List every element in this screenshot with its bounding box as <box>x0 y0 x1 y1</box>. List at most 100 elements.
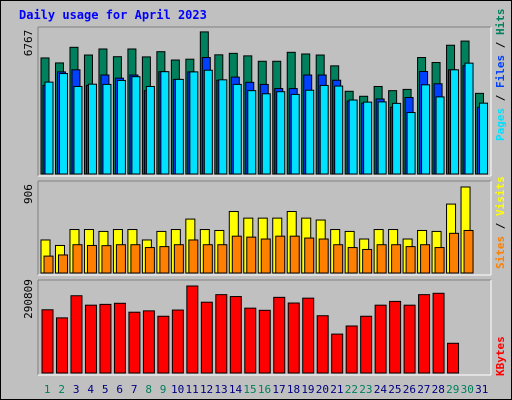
day-label-28: 28 <box>432 383 445 396</box>
bar-sites-day-6 <box>115 244 126 274</box>
legend-item-hits: Hits <box>494 9 507 36</box>
bar-pages-day-26 <box>406 112 416 175</box>
day-label-25: 25 <box>388 383 401 396</box>
bar-sites-day-5 <box>101 245 112 274</box>
bar-sites-day-21 <box>333 244 344 274</box>
legend-separator: / <box>494 88 507 108</box>
bar-kbytes-day-14 <box>229 296 242 374</box>
bar-pages-day-5 <box>102 83 112 175</box>
bar-sites-day-23 <box>362 248 373 274</box>
bar-kbytes-day-23 <box>360 315 373 374</box>
legend-item-files: Files <box>494 55 507 88</box>
legend-kbytes: KBytes <box>494 336 507 376</box>
day-label-1: 1 <box>44 383 51 396</box>
legend-item-visits: Visits <box>494 176 507 216</box>
bar-pages-day-6 <box>116 79 126 175</box>
bar-pages-day-25 <box>392 102 402 175</box>
bar-kbytes-day-28 <box>432 292 445 374</box>
day-label-19: 19 <box>301 383 314 396</box>
bar-sites-day-20 <box>318 238 329 274</box>
day-label-14: 14 <box>229 383 243 396</box>
bar-sites-day-16 <box>260 238 271 274</box>
bar-pages-day-13 <box>218 79 228 175</box>
bar-sites-day-30 <box>463 229 474 274</box>
day-label-4: 4 <box>87 383 94 396</box>
day-label-15: 15 <box>243 383 256 396</box>
bar-sites-day-9 <box>159 246 170 274</box>
legend-item-pages: Pages <box>494 108 507 141</box>
day-label-5: 5 <box>102 383 109 396</box>
bar-sites-day-26 <box>405 246 416 274</box>
day-label-2: 2 <box>58 383 65 396</box>
day-label-6: 6 <box>116 383 123 396</box>
bar-pages-day-28 <box>435 96 445 175</box>
bar-sites-day-3 <box>72 244 83 274</box>
day-label-12: 12 <box>200 383 213 396</box>
legend-hits-files-pages: Pages / Files / Hits <box>494 9 507 142</box>
max-label-hits: 6767 <box>22 30 35 57</box>
bar-pages-day-10 <box>174 78 184 175</box>
legend-text: Sites / Visits <box>494 176 507 269</box>
bar-kbytes-day-24 <box>374 304 387 374</box>
bar-sites-day-15 <box>246 236 257 274</box>
legend-visits-sites: Sites / Visits <box>494 176 507 269</box>
bar-pages-day-9 <box>160 71 170 175</box>
day-label-9: 9 <box>160 383 167 396</box>
bar-kbytes-day-25 <box>389 300 402 374</box>
bar-pages-day-1 <box>44 81 54 175</box>
bar-kbytes-day-27 <box>418 294 431 374</box>
bar-pages-day-27 <box>421 84 431 175</box>
day-label-20: 20 <box>316 383 329 396</box>
bar-sites-day-22 <box>347 247 358 274</box>
bar-kbytes-day-21 <box>331 333 344 374</box>
bar-sites-day-10 <box>173 244 184 274</box>
day-label-18: 18 <box>287 383 300 396</box>
bar-pages-day-18 <box>290 93 300 175</box>
bar-sites-day-27 <box>420 244 431 274</box>
bar-pages-day-22 <box>348 99 358 175</box>
bar-sites-day-29 <box>449 232 460 274</box>
bar-pages-day-8 <box>145 85 155 175</box>
bar-sites-day-11 <box>188 239 199 274</box>
bar-kbytes-day-1 <box>41 309 54 374</box>
bar-kbytes-day-2 <box>55 317 68 374</box>
bar-pages-day-11 <box>189 71 199 175</box>
bar-sites-day-13 <box>217 244 228 274</box>
bar-sites-day-19 <box>304 237 315 274</box>
bar-kbytes-day-13 <box>215 294 228 374</box>
max-label-kbytes: 290809 <box>22 279 35 319</box>
bar-pages-day-23 <box>363 101 373 175</box>
bar-kbytes-day-22 <box>345 325 358 374</box>
bar-kbytes-day-16 <box>258 309 271 374</box>
bar-sites-day-8 <box>144 247 155 274</box>
bar-sites-day-18 <box>289 235 300 274</box>
day-label-10: 10 <box>171 383 184 396</box>
bar-sites-day-4 <box>86 244 97 274</box>
bar-kbytes-day-17 <box>273 296 286 374</box>
legend-separator: / <box>494 35 507 55</box>
bar-kbytes-day-3 <box>70 295 83 374</box>
day-axis: 1 2 3 4 5 6 7 8 9 10 11 12 13 14 15 16 17 18 19 20 21 22 23 24 2… <box>44 383 488 396</box>
bar-pages-day-15 <box>247 90 257 175</box>
legend-item-kbytes: KBytes <box>494 336 507 376</box>
legend-text: KBytes <box>494 336 507 376</box>
day-label-26: 26 <box>403 383 416 396</box>
day-label-7: 7 <box>131 383 138 396</box>
bar-kbytes-day-9 <box>157 315 170 374</box>
day-label-13: 13 <box>214 383 227 396</box>
day-label-16: 16 <box>258 383 271 396</box>
legend-separator: / <box>494 216 507 236</box>
day-label-8: 8 <box>145 383 152 396</box>
day-label-3: 3 <box>73 383 80 396</box>
bar-kbytes-day-12 <box>200 301 213 374</box>
bar-kbytes-day-29 <box>447 342 460 374</box>
bar-pages-day-4 <box>87 83 97 175</box>
bar-kbytes-day-8 <box>142 310 155 374</box>
day-label-21: 21 <box>330 383 343 396</box>
bar-pages-day-3 <box>73 85 83 175</box>
day-label-22: 22 <box>345 383 358 396</box>
bar-pages-day-16 <box>261 93 271 175</box>
bar-pages-day-19 <box>305 89 315 175</box>
bar-kbytes-day-26 <box>403 304 416 374</box>
